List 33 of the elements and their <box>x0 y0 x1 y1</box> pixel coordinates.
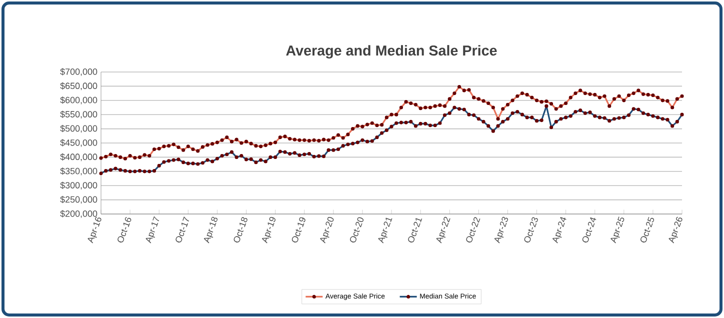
x-tick-label: Apr-23 <box>494 216 508 244</box>
x-tick-label: Oct-17 <box>176 216 189 242</box>
y-tick-label: $250,000 <box>60 196 98 204</box>
x-tick-label: Oct-18 <box>234 217 248 242</box>
x-tick-label: Apr-24 <box>552 217 566 244</box>
y-tick-label: $700,000 <box>60 68 98 76</box>
x-tick-label: Apr-25 <box>610 216 624 244</box>
x-tick-label: Apr-22 <box>436 216 450 244</box>
y-tick-label: $200,000 <box>60 210 98 218</box>
y-tick-label: $300,000 <box>60 182 98 190</box>
y-tick-label: $650,000 <box>60 82 98 90</box>
chart-title: Average and Median Sale Price <box>286 45 497 59</box>
x-tick-label: Apr-17 <box>146 216 160 244</box>
x-tick-label: Oct-20 <box>350 217 364 242</box>
x-tick-label: Apr-16 <box>88 216 102 244</box>
x-tick-label: Apr-20 <box>320 216 334 244</box>
x-tick-label: Oct-23 <box>524 217 538 242</box>
x-tick-label: Apr-26 <box>668 216 682 244</box>
x-tick-label: Oct-21 <box>408 218 422 242</box>
y-tick-label: $600,000 <box>60 96 98 104</box>
x-tick-label: Apr-21 <box>378 218 392 244</box>
y-tick-label: $500,000 <box>60 124 98 133</box>
y-tick-label: $550,000 <box>60 110 98 118</box>
x-tick-label: Oct-22 <box>466 217 480 242</box>
x-tick-label: Oct-25 <box>640 216 654 242</box>
y-tick-label: $450,000 <box>60 139 98 147</box>
x-tick-label: Oct-24 <box>582 217 596 242</box>
y-tick-label: $350,000 <box>60 168 98 176</box>
x-tick-label: Apr-18 <box>204 216 218 244</box>
x-tick-label: Apr-19 <box>262 217 276 244</box>
y-tick-label: $400,000 <box>60 153 98 162</box>
x-tick-label: Oct-19 <box>292 217 306 242</box>
x-tick-label: Oct-16 <box>118 217 132 242</box>
